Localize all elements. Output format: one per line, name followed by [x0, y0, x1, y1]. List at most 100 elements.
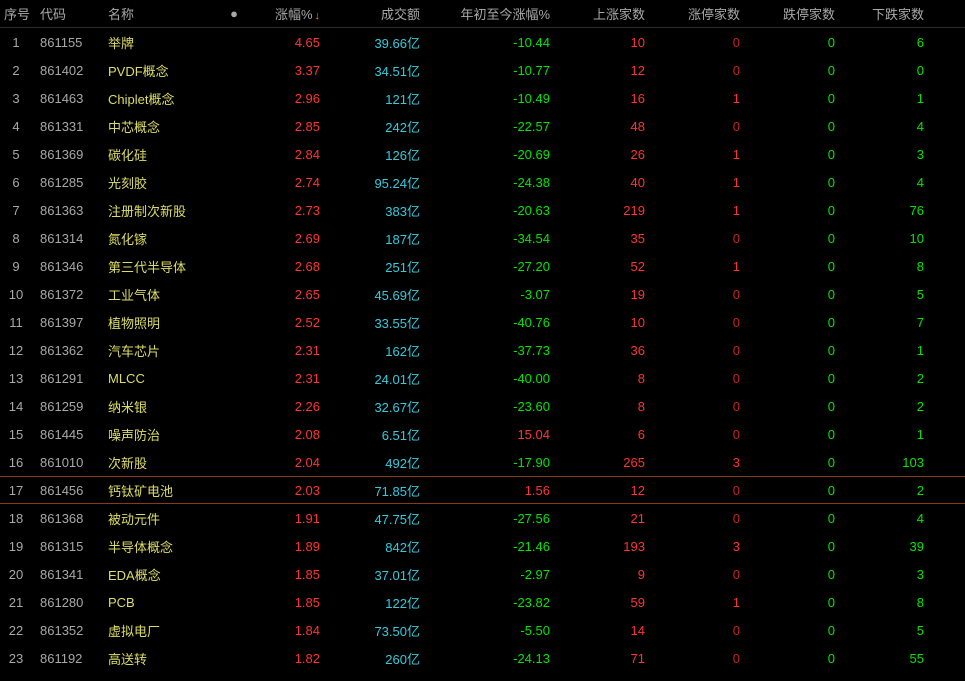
- table-row[interactable]: 15861445噪声防治2.086.51亿15.046001: [0, 420, 965, 448]
- cell-up-count: 8: [554, 371, 649, 386]
- table-row[interactable]: 3861463Chiplet概念2.96121亿-10.4916101: [0, 84, 965, 112]
- cell-limit-down: 0: [744, 399, 839, 414]
- cell-name: 氮化镓: [100, 229, 220, 248]
- cell-code: 861362: [32, 343, 100, 358]
- cell-code: 861372: [32, 287, 100, 302]
- cell-seq: 4: [0, 119, 32, 134]
- sort-arrow-icon: ↓: [315, 10, 321, 22]
- table-row[interactable]: 14861259纳米银2.2632.67亿-23.608002: [0, 392, 965, 420]
- cell-limit-down: 0: [744, 595, 839, 610]
- cell-change: 1.91: [248, 511, 324, 526]
- cell-code: 861463: [32, 91, 100, 106]
- cell-ytd: -40.00: [424, 371, 554, 386]
- table-row[interactable]: 19861315半导体概念1.89842亿-21.461933039: [0, 532, 965, 560]
- table-row[interactable]: 22861352虚拟电厂1.8473.50亿-5.5014005: [0, 616, 965, 644]
- table-row[interactable]: 17861456钙钛矿电池2.0371.85亿1.5612002: [0, 476, 965, 504]
- header-limit-down[interactable]: 跌停家数: [744, 4, 839, 23]
- header-up-count[interactable]: 上涨家数: [554, 4, 649, 23]
- table-row[interactable]: 8861314氮化镓2.69187亿-34.54350010: [0, 224, 965, 252]
- cell-name: EDA概念: [100, 565, 220, 584]
- header-limit-up[interactable]: 涨停家数: [649, 4, 744, 23]
- table-row[interactable]: 13861291MLCC2.3124.01亿-40.008002: [0, 364, 965, 392]
- cell-change: 2.69: [248, 231, 324, 246]
- cell-limit-up: 1: [649, 91, 744, 106]
- cell-change: 2.85: [248, 119, 324, 134]
- cell-seq: 18: [0, 511, 32, 526]
- cell-limit-down: 0: [744, 231, 839, 246]
- cell-down-count: 6: [839, 35, 944, 50]
- header-code[interactable]: 代码: [32, 4, 100, 23]
- cell-ytd: -10.49: [424, 91, 554, 106]
- cell-seq: 14: [0, 399, 32, 414]
- header-dot[interactable]: ●: [220, 6, 248, 21]
- header-ytd[interactable]: 年初至今涨幅%: [424, 4, 554, 23]
- cell-limit-down: 0: [744, 427, 839, 442]
- table-row[interactable]: 18861368被动元件1.9147.75亿-27.5621004: [0, 504, 965, 532]
- cell-name: 被动元件: [100, 509, 220, 528]
- cell-change: 2.31: [248, 371, 324, 386]
- table-row[interactable]: 6861285光刻胶2.7495.24亿-24.3840104: [0, 168, 965, 196]
- cell-up-count: 36: [554, 343, 649, 358]
- table-row[interactable]: 5861369碳化硅2.84126亿-20.6926103: [0, 140, 965, 168]
- cell-seq: 12: [0, 343, 32, 358]
- cell-down-count: 10: [839, 231, 944, 246]
- table-row[interactable]: 11861397植物照明2.5233.55亿-40.7610007: [0, 308, 965, 336]
- cell-ytd: -37.73: [424, 343, 554, 358]
- table-row[interactable]: 12861362汽车芯片2.31162亿-37.7336001: [0, 336, 965, 364]
- cell-up-count: 12: [554, 483, 649, 498]
- cell-down-count: 8: [839, 595, 944, 610]
- cell-change: 2.08: [248, 427, 324, 442]
- cell-volume: 24.01亿: [324, 369, 424, 388]
- cell-up-count: 12: [554, 63, 649, 78]
- cell-volume: 121亿: [324, 89, 424, 108]
- table-row[interactable]: 4861331中芯概念2.85242亿-22.5748004: [0, 112, 965, 140]
- cell-up-count: 48: [554, 119, 649, 134]
- table-row[interactable]: 23861192高送转1.82260亿-24.13710055: [0, 644, 965, 672]
- cell-limit-down: 0: [744, 147, 839, 162]
- header-name[interactable]: 名称: [100, 4, 220, 23]
- cell-ytd: -20.69: [424, 147, 554, 162]
- table-row[interactable]: 2861402PVDF概念3.3734.51亿-10.7712000: [0, 56, 965, 84]
- header-volume[interactable]: 成交额: [324, 4, 424, 23]
- cell-seq: 2: [0, 63, 32, 78]
- header-seq[interactable]: 序号: [0, 4, 32, 23]
- cell-name: 高送转: [100, 649, 220, 668]
- cell-code: 861010: [32, 455, 100, 470]
- cell-code: 861346: [32, 259, 100, 274]
- cell-limit-up: 0: [649, 119, 744, 134]
- cell-seq: 8: [0, 231, 32, 246]
- cell-change: 1.85: [248, 567, 324, 582]
- cell-limit-down: 0: [744, 623, 839, 638]
- header-change[interactable]: 涨幅%↓: [248, 4, 324, 23]
- cell-name: Chiplet概念: [100, 89, 220, 108]
- cell-limit-up: 0: [649, 483, 744, 498]
- table-row[interactable]: 1861155举牌4.6539.66亿-10.4410006: [0, 28, 965, 56]
- table-row[interactable]: 21861280PCB1.85122亿-23.8259108: [0, 588, 965, 616]
- table-row[interactable]: 16861010次新股2.04492亿-17.9026530103: [0, 448, 965, 476]
- cell-change: 2.68: [248, 259, 324, 274]
- cell-up-count: 10: [554, 35, 649, 50]
- cell-ytd: -20.63: [424, 203, 554, 218]
- cell-change: 2.96: [248, 91, 324, 106]
- cell-change: 1.84: [248, 623, 324, 638]
- header-down-count[interactable]: 下跌家数: [839, 4, 944, 23]
- cell-seq: 10: [0, 287, 32, 302]
- cell-name: MLCC: [100, 371, 220, 386]
- table-row[interactable]: 10861372工业气体2.6545.69亿-3.0719005: [0, 280, 965, 308]
- cell-up-count: 35: [554, 231, 649, 246]
- cell-up-count: 71: [554, 651, 649, 666]
- table-row[interactable]: 7861363注册制次新股2.73383亿-20.632191076: [0, 196, 965, 224]
- cell-name: 工业气体: [100, 285, 220, 304]
- cell-volume: 73.50亿: [324, 621, 424, 640]
- table-row[interactable]: 20861341EDA概念1.8537.01亿-2.979003: [0, 560, 965, 588]
- cell-change: 2.31: [248, 343, 324, 358]
- cell-name: 中芯概念: [100, 117, 220, 136]
- cell-change: 2.74: [248, 175, 324, 190]
- cell-change: 2.84: [248, 147, 324, 162]
- cell-volume: 34.51亿: [324, 61, 424, 80]
- cell-up-count: 9: [554, 567, 649, 582]
- cell-seq: 22: [0, 623, 32, 638]
- cell-up-count: 52: [554, 259, 649, 274]
- cell-up-count: 14: [554, 623, 649, 638]
- table-row[interactable]: 9861346第三代半导体2.68251亿-27.2052108: [0, 252, 965, 280]
